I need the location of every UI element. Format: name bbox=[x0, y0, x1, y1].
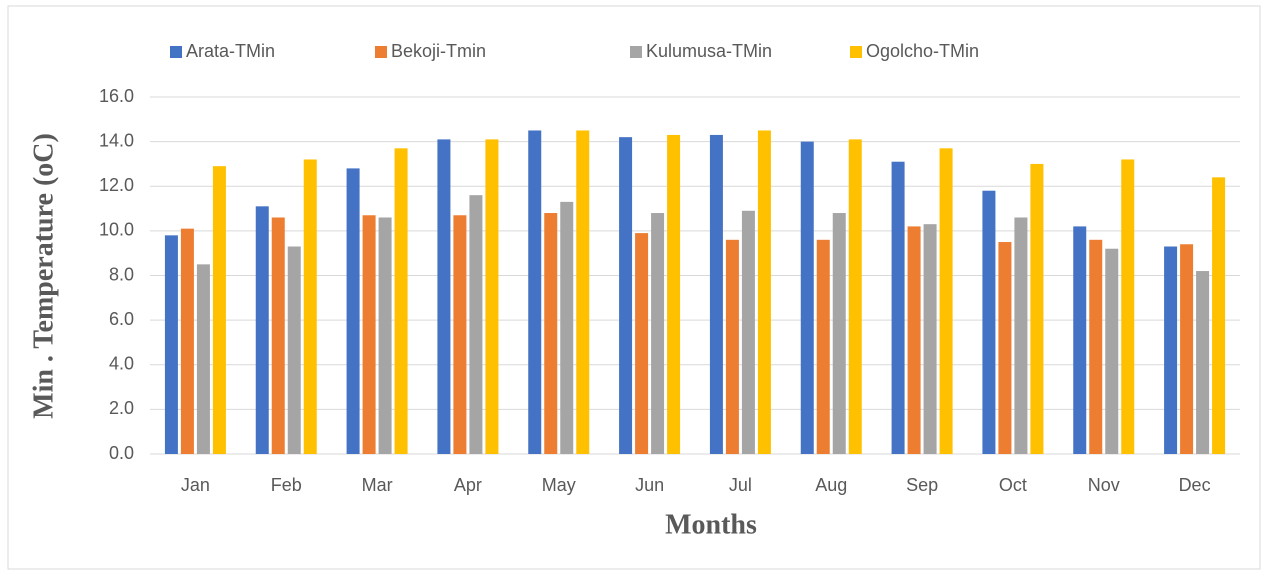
bar bbox=[651, 213, 665, 454]
bar bbox=[725, 239, 739, 454]
bar bbox=[394, 148, 408, 454]
y-tick-label: 10.0 bbox=[99, 220, 134, 240]
bar bbox=[923, 224, 937, 454]
x-tick-label: Sep bbox=[906, 475, 938, 495]
x-tick-label: May bbox=[542, 475, 576, 495]
bar bbox=[255, 206, 269, 454]
y-tick-label: 14.0 bbox=[99, 130, 134, 150]
x-tick-label: Jun bbox=[635, 475, 664, 495]
legend-label: Bekoji-Tmin bbox=[391, 41, 486, 61]
bar bbox=[485, 139, 499, 455]
bar bbox=[982, 190, 996, 454]
bar bbox=[1180, 244, 1194, 454]
y-tick-label: 16.0 bbox=[99, 86, 134, 106]
bar bbox=[1212, 177, 1226, 454]
legend-swatch bbox=[375, 46, 387, 58]
bar bbox=[1073, 226, 1087, 454]
bar bbox=[907, 226, 921, 454]
bar bbox=[378, 217, 392, 454]
bar bbox=[832, 213, 846, 454]
bar bbox=[528, 130, 542, 454]
bar bbox=[437, 139, 451, 455]
bar bbox=[1121, 159, 1135, 454]
bar bbox=[1105, 248, 1119, 454]
y-tick-label: 8.0 bbox=[109, 264, 134, 284]
y-tick-label: 12.0 bbox=[99, 175, 134, 195]
legend-label: Arata-TMin bbox=[186, 41, 275, 61]
bar bbox=[667, 134, 681, 454]
bar bbox=[800, 141, 814, 454]
legend-label: Kulumusa-TMin bbox=[646, 41, 772, 61]
bar bbox=[180, 228, 194, 454]
y-tick-label: 0.0 bbox=[109, 443, 134, 463]
bar bbox=[212, 166, 226, 454]
x-tick-label: Jan bbox=[181, 475, 210, 495]
bar bbox=[1164, 246, 1178, 454]
legend-swatch bbox=[630, 46, 642, 58]
y-tick-label: 6.0 bbox=[109, 309, 134, 329]
bar bbox=[757, 130, 771, 454]
bar bbox=[816, 239, 830, 454]
bar bbox=[619, 137, 633, 454]
bar bbox=[998, 242, 1012, 454]
y-tick-label: 2.0 bbox=[109, 398, 134, 418]
x-tick-label: Feb bbox=[271, 475, 302, 495]
legend-swatch bbox=[170, 46, 182, 58]
bar bbox=[1196, 271, 1210, 454]
x-tick-label: Oct bbox=[999, 475, 1027, 495]
bar bbox=[891, 161, 905, 455]
bar bbox=[1089, 239, 1103, 454]
legend-label: Ogolcho-TMin bbox=[866, 41, 979, 61]
bar bbox=[1014, 217, 1028, 454]
legend-swatch bbox=[850, 46, 862, 58]
bar bbox=[635, 233, 649, 454]
bar bbox=[576, 130, 590, 454]
bar bbox=[287, 246, 301, 454]
bar bbox=[469, 195, 483, 455]
y-axis-title: Min . Temperature (oC) bbox=[28, 133, 59, 419]
bar bbox=[1030, 163, 1044, 454]
bar bbox=[741, 210, 755, 454]
bar bbox=[362, 215, 376, 454]
x-tick-label: Mar bbox=[362, 475, 393, 495]
x-axis-title: Months bbox=[665, 509, 757, 540]
x-tick-label: Jul bbox=[729, 475, 752, 495]
x-tick-label: Dec bbox=[1179, 475, 1211, 495]
bar bbox=[303, 159, 317, 454]
bar bbox=[709, 134, 723, 454]
bar bbox=[164, 235, 178, 454]
x-tick-label: Apr bbox=[454, 475, 482, 495]
bar bbox=[560, 201, 574, 454]
bar bbox=[196, 264, 210, 454]
x-tick-label: Nov bbox=[1088, 475, 1120, 495]
bar bbox=[848, 139, 862, 455]
x-tick-label: Aug bbox=[815, 475, 847, 495]
y-tick-label: 4.0 bbox=[109, 354, 134, 374]
bar bbox=[939, 148, 953, 454]
bar bbox=[346, 168, 360, 454]
bar bbox=[453, 215, 467, 454]
bar bbox=[271, 217, 285, 454]
bar bbox=[544, 213, 558, 454]
